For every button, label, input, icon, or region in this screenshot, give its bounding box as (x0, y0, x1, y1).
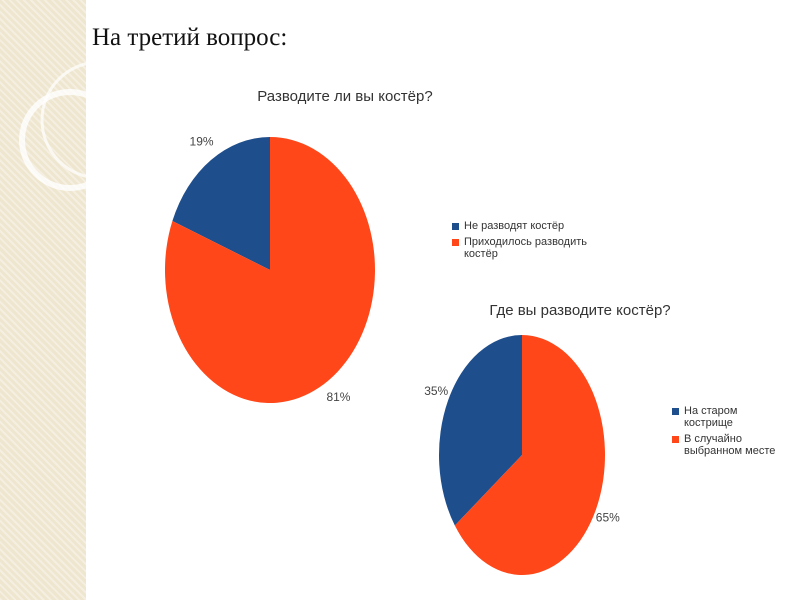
legend-label: Не разводят костёр (464, 220, 565, 232)
data-label: 19% (190, 135, 214, 149)
decor-circle (19, 89, 121, 191)
pie-slice (438, 335, 522, 526)
legend-swatch (672, 408, 679, 415)
legend-label: В случайно выбранном месте (684, 433, 776, 457)
legend: На старом кострище В случайно выбранном м… (672, 405, 787, 461)
legend-item: Приходилось разводить костёр (452, 236, 592, 260)
pie-slice (172, 137, 270, 270)
data-label: 35% (424, 384, 448, 398)
pie-slice (454, 334, 605, 576)
legend: Не разводят костёр Приходилось разводить … (452, 220, 592, 264)
data-label: 65% (596, 510, 620, 524)
legend-swatch (672, 436, 679, 443)
decor-circle (40, 60, 160, 180)
legend-item: Не разводят костёр (452, 220, 592, 232)
chart-title: Разводите ли вы костёр? (257, 88, 432, 105)
pie-slice (165, 137, 376, 403)
legend-swatch (452, 223, 459, 230)
legend-label: Приходилось разводить костёр (464, 236, 588, 260)
legend-item: В случайно выбранном месте (672, 433, 787, 457)
legend-label: На старом кострище (684, 405, 738, 429)
slide-title: На третий вопрос: (92, 24, 288, 51)
legend-swatch (452, 239, 459, 246)
chart-title: Где вы разводите костёр? (489, 302, 670, 319)
data-label: 81% (326, 390, 350, 404)
legend-item: На старом кострище (672, 405, 787, 429)
